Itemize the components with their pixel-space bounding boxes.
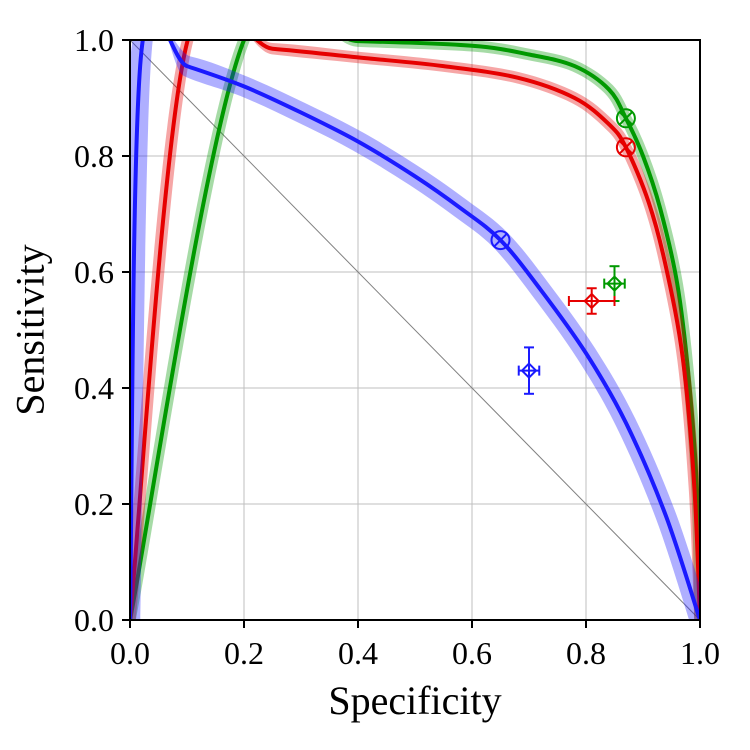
y-tick-label: 1.0	[74, 22, 114, 58]
roc-chart: 0.0 0.2 0.4 0.6 0.8 1.0 0.0 0.2 0.4 0.6 0.8 1.0 Spec…	[0, 0, 750, 750]
x-tick-label: 0.2	[224, 635, 264, 671]
roc-chart-svg: 0.0 0.2 0.4 0.6 0.8 1.0 0.0 0.2 0.4 0.6 0.8 1.0 Spec…	[0, 0, 750, 750]
y-tick-label: 0.8	[74, 138, 114, 174]
y-tick-label: 0.0	[74, 602, 114, 638]
x-tick-label: 0.6	[452, 635, 492, 671]
y-tick-label: 0.4	[74, 370, 114, 406]
x-tick-label: 0.4	[338, 635, 378, 671]
y-tick-label: 0.6	[74, 254, 114, 290]
x-tick-label: 1.0	[680, 635, 720, 671]
y-axis-label: Sensitivity	[8, 244, 53, 415]
y-tick-label: 0.2	[74, 486, 114, 522]
x-axis-label: Specificity	[328, 678, 501, 723]
x-tick-label: 0.0	[110, 635, 150, 671]
x-tick-label: 0.8	[566, 635, 606, 671]
